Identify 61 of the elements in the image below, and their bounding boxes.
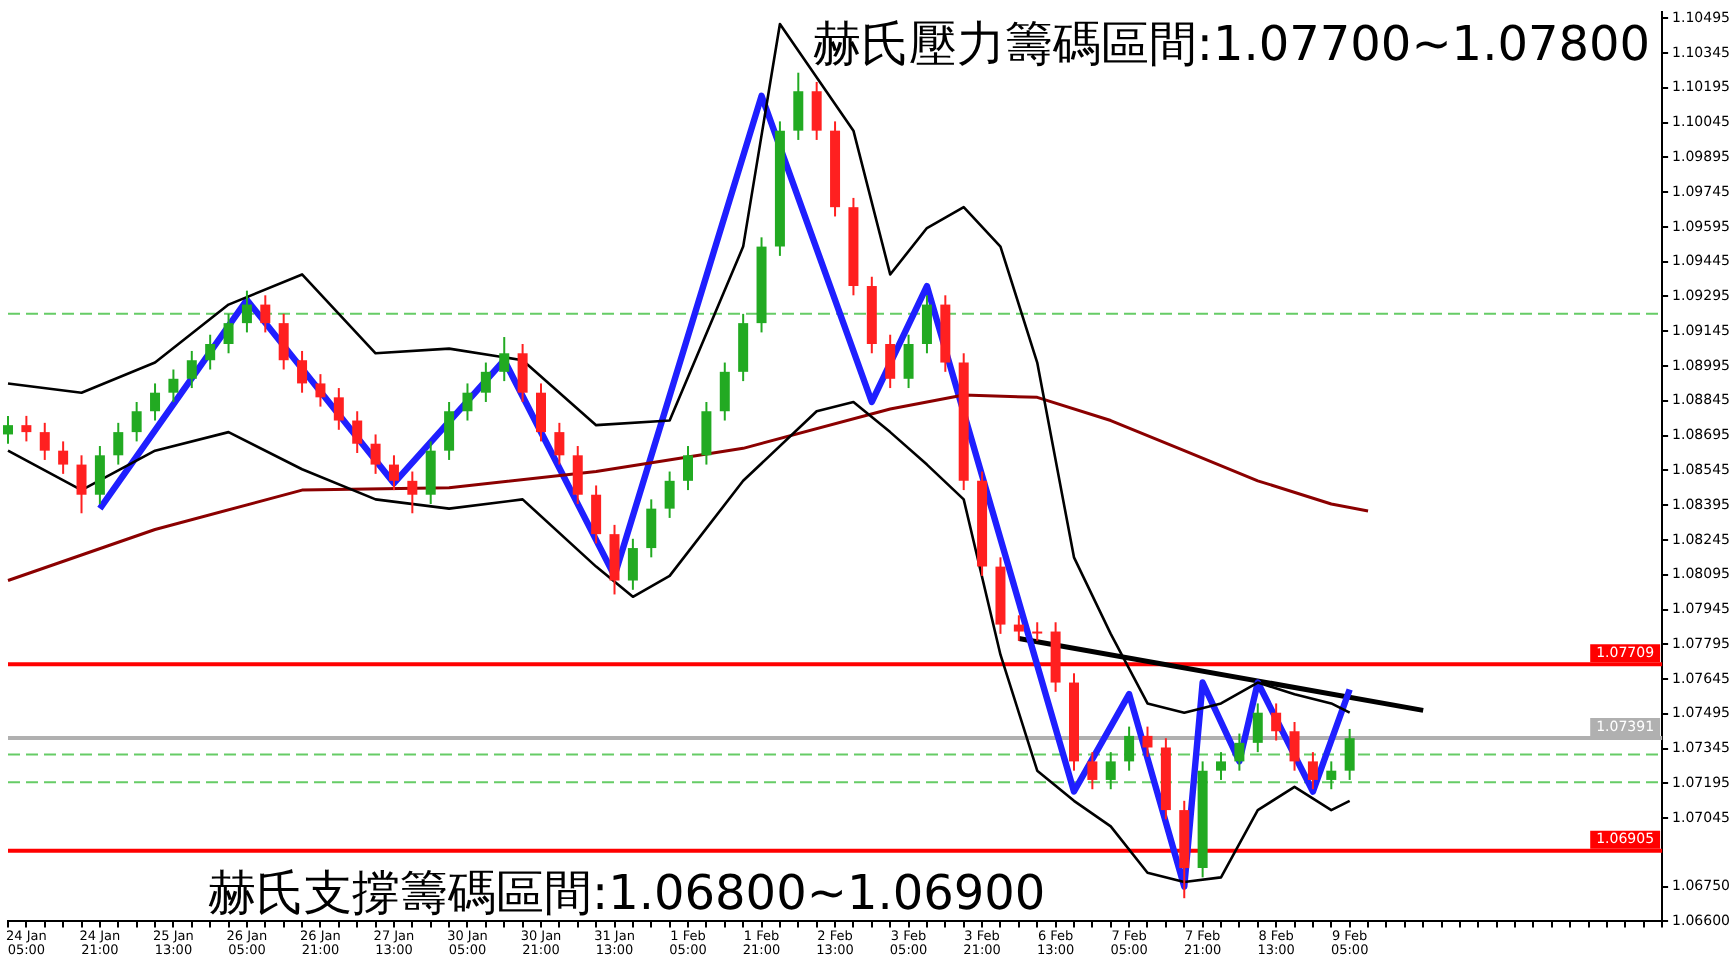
candlestick xyxy=(260,294,271,334)
candlestick xyxy=(425,440,436,505)
candlestick xyxy=(94,445,105,505)
candlestick xyxy=(1252,702,1263,754)
candlestick xyxy=(554,421,565,466)
candlestick xyxy=(1142,725,1153,758)
candlestick xyxy=(1216,751,1227,781)
candlestick xyxy=(1307,751,1318,791)
candlestick xyxy=(278,312,289,371)
candlestick xyxy=(517,343,528,403)
candlestick xyxy=(39,421,50,461)
candlestick xyxy=(1234,732,1245,772)
candlestick xyxy=(150,382,161,422)
candlestick xyxy=(1289,720,1300,772)
candlestick xyxy=(701,400,712,466)
candlestick xyxy=(223,312,234,355)
candlestick xyxy=(131,400,142,443)
candlestick xyxy=(921,294,932,355)
candlestick xyxy=(1271,702,1282,742)
candlestick xyxy=(315,373,326,408)
candlestick xyxy=(480,361,491,403)
candlestick xyxy=(444,400,455,461)
candlestick xyxy=(719,361,730,422)
candlestick xyxy=(297,349,308,394)
candlestick xyxy=(885,333,896,390)
candlestick xyxy=(352,410,363,454)
candlestick xyxy=(3,414,13,445)
candlestick xyxy=(683,445,694,492)
candlestick xyxy=(1032,621,1043,642)
candlestick xyxy=(388,454,399,492)
candlestick xyxy=(333,387,344,431)
candlestick xyxy=(903,333,914,390)
candlestick xyxy=(811,80,822,141)
candlestick xyxy=(462,382,473,422)
candlestick xyxy=(113,421,124,466)
candlestick xyxy=(205,333,216,371)
candlestick xyxy=(1087,751,1098,791)
candlestick xyxy=(609,523,620,596)
candlestick xyxy=(627,537,638,591)
candlestick xyxy=(1124,725,1135,772)
candlestick xyxy=(646,498,657,559)
candlestick xyxy=(186,349,197,390)
candlestick xyxy=(664,470,675,519)
candlestick xyxy=(1326,760,1337,791)
candlestick xyxy=(21,414,32,443)
candlestick xyxy=(591,484,602,545)
candlestick xyxy=(76,454,87,515)
candlestick xyxy=(793,71,804,141)
candlestick xyxy=(370,433,381,475)
candlestick xyxy=(407,470,418,515)
annotation: 赫氏支撐籌碼區間:1.06800~1.06900 xyxy=(208,865,1046,922)
candlestick xyxy=(58,440,69,475)
candlestick xyxy=(499,336,510,383)
candlestick xyxy=(1344,727,1355,781)
candlestick xyxy=(1105,751,1116,791)
candlestick xyxy=(241,289,252,334)
candlestick xyxy=(168,368,179,403)
candlestick xyxy=(1013,614,1024,642)
candlestick xyxy=(572,445,583,505)
candlestick xyxy=(535,382,546,443)
annotation: 赫氏壓力籌碼區間:1.07700~1.07800 xyxy=(812,16,1651,73)
